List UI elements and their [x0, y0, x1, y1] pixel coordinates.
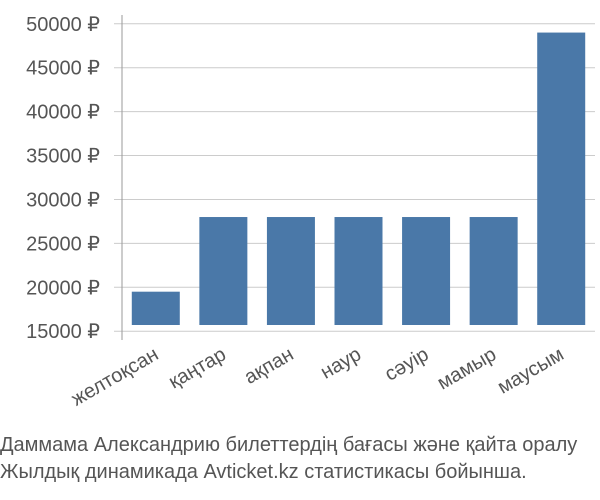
x-tick-label: сәуір — [381, 343, 432, 385]
y-tick-label: 15000 ₽ — [26, 321, 100, 343]
y-tick-label: 30000 ₽ — [26, 189, 100, 211]
y-tick-label: 35000 ₽ — [26, 146, 100, 168]
bar-2 — [199, 217, 248, 325]
y-tick-label: 40000 ₽ — [26, 102, 100, 124]
bar-chart: 15000 ₽ 20000 ₽ 25000 ₽ 30000 ₽ 35000 ₽ 40000… — [26, 14, 595, 411]
bars — [131, 32, 586, 325]
y-tick-label: 50000 ₽ — [26, 14, 100, 36]
y-tick-label: 25000 ₽ — [26, 233, 100, 255]
bar-6 — [469, 217, 518, 325]
bar-1 — [131, 291, 180, 325]
x-tick-label: мамыр — [434, 343, 501, 394]
bar-7 — [537, 32, 586, 325]
x-tick-label: маусым — [494, 343, 568, 398]
chart-caption: Даммама Александрию билеттердің бағасы ж… — [0, 432, 600, 486]
caption-line-2: Жылдық динамикада Avticket.kz статистика… — [0, 461, 527, 483]
bar-5 — [402, 217, 451, 325]
y-tick-labels: 15000 ₽ 20000 ₽ 25000 ₽ 30000 ₽ 35000 ₽ 40000… — [26, 14, 100, 343]
x-tick-label: наур — [317, 343, 365, 383]
x-tick-label: қаңтар — [165, 343, 230, 393]
bar-3 — [266, 217, 315, 325]
y-tick-label: 20000 ₽ — [26, 277, 100, 299]
x-tick-label: желтоқсан — [68, 343, 163, 410]
bar-4 — [334, 217, 383, 325]
caption-line-1: Даммама Александрию билеттердің бағасы ж… — [0, 434, 578, 456]
y-tick-label: 45000 ₽ — [26, 58, 100, 80]
x-tick-label: ақпан — [241, 343, 298, 388]
